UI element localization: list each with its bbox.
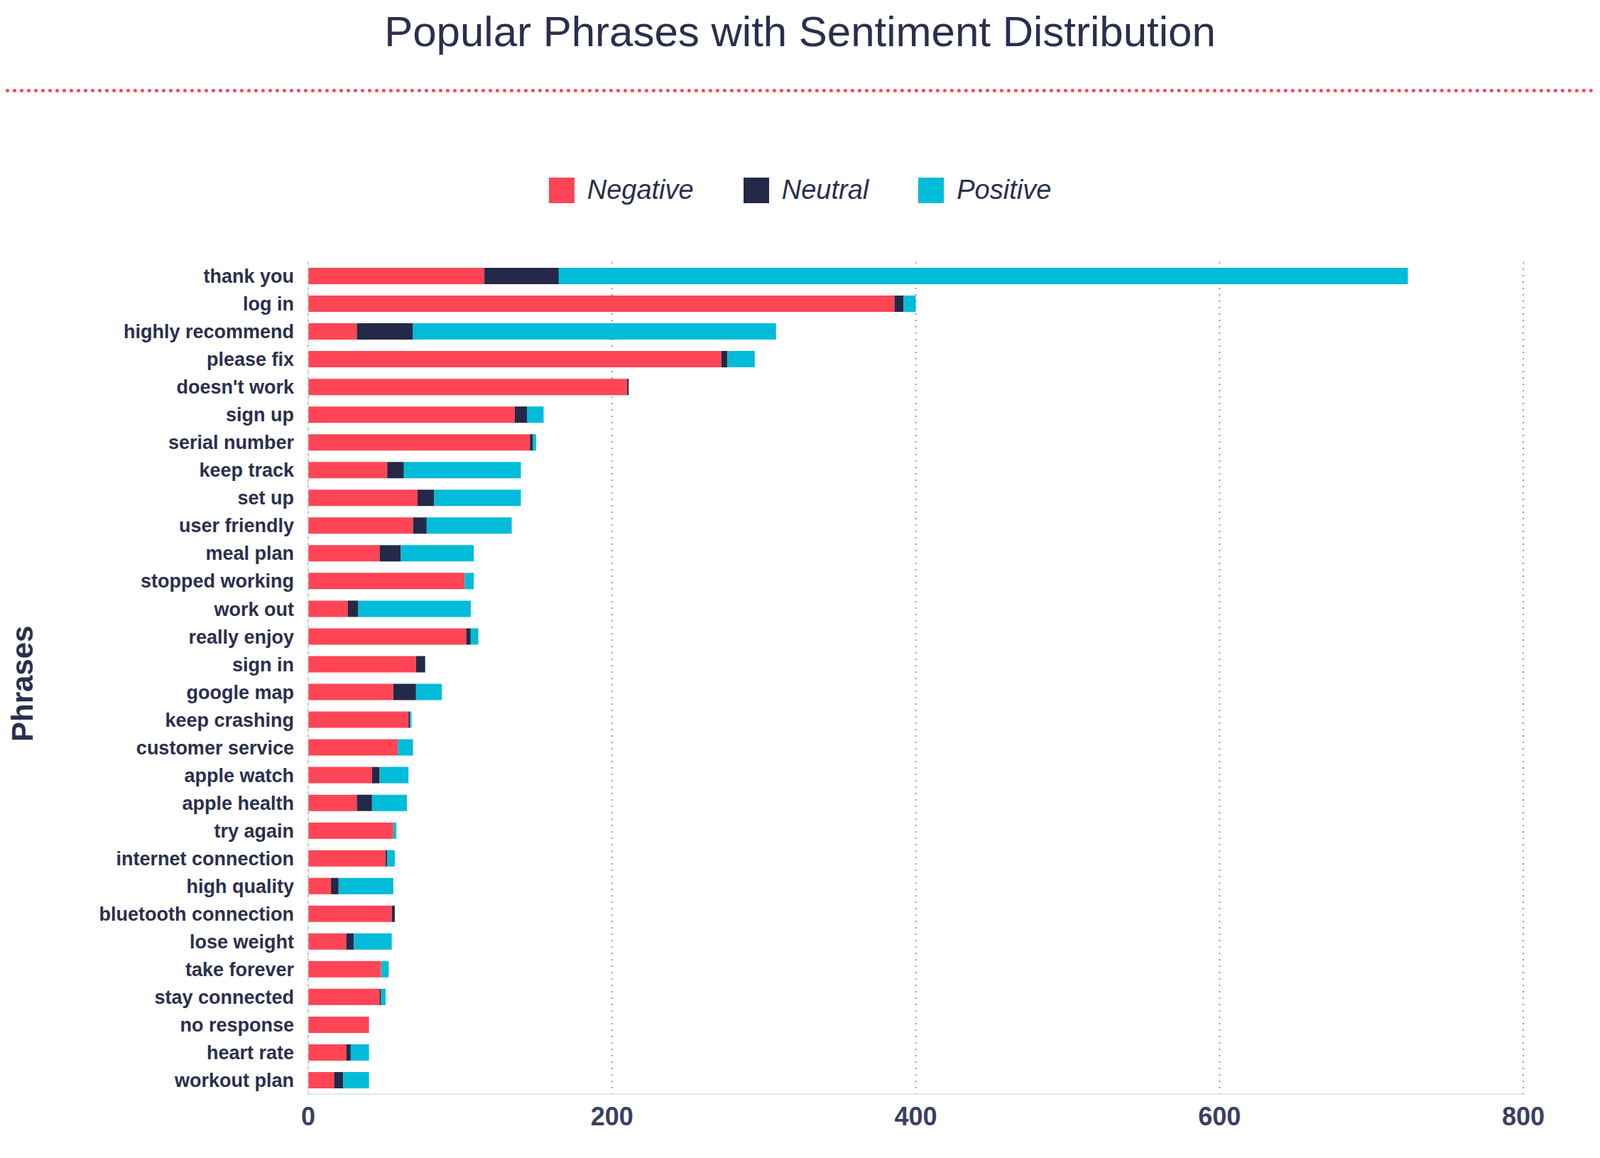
- svg-text:really enjoy: really enjoy: [188, 626, 295, 648]
- svg-text:apple health: apple health: [181, 792, 295, 814]
- svg-text:customer service: customer service: [136, 737, 295, 759]
- html-text:Phrases: Phrases: [5, 625, 40, 742]
- html-text:Neutral: Neutral: [781, 174, 869, 205]
- svg-text:take forever: take forever: [185, 958, 295, 981]
- svg-text:800: 800: [1501, 1101, 1545, 1131]
- svg-text:try again: try again: [213, 820, 295, 842]
- svg-text:meal plan: meal plan: [205, 542, 295, 564]
- svg-text:400: 400: [894, 1101, 937, 1131]
- svg-text:internet connection: internet connection: [115, 847, 295, 870]
- svg-text:doesn't work: doesn't work: [176, 376, 295, 398]
- html-text:Popular Phrases with Sentiment: Popular Phrases with Sentiment Distribut…: [384, 7, 1216, 56]
- svg-text:keep track: keep track: [198, 459, 295, 481]
- html-text:Negative: Negative: [587, 174, 694, 205]
- svg-text:workout plan: workout plan: [173, 1069, 295, 1091]
- svg-text:work out: work out: [213, 598, 295, 620]
- svg-text:apple watch: apple watch: [183, 764, 295, 787]
- svg-text:thank you: thank you: [203, 265, 295, 287]
- svg-text:serial number: serial number: [168, 431, 295, 454]
- svg-text:please fix: please fix: [206, 348, 295, 370]
- svg-text:stopped working: stopped working: [140, 570, 295, 592]
- html-text:Positive: Positive: [956, 174, 1052, 205]
- svg-text:sign in: sign in: [232, 654, 295, 676]
- svg-text:sign up: sign up: [225, 404, 295, 426]
- svg-text:lose weight: lose weight: [189, 931, 295, 953]
- svg-text:user friendly: user friendly: [178, 514, 295, 537]
- svg-text:0: 0: [301, 1101, 316, 1131]
- svg-text:600: 600: [1198, 1101, 1241, 1131]
- svg-text:bluetooth connection: bluetooth connection: [99, 903, 295, 925]
- svg-text:highly recommend: highly recommend: [123, 320, 295, 343]
- svg-text:heart rate: heart rate: [206, 1041, 295, 1064]
- svg-text:google map: google map: [186, 681, 295, 704]
- svg-text:stay connected: stay connected: [154, 986, 295, 1008]
- svg-text:no response: no response: [179, 1014, 295, 1036]
- svg-text:keep crashing: keep crashing: [164, 709, 295, 731]
- svg-text:log in: log in: [242, 293, 295, 315]
- svg-text:high quality: high quality: [186, 875, 295, 897]
- svg-text:set up: set up: [237, 487, 295, 509]
- svg-text:200: 200: [590, 1101, 634, 1131]
